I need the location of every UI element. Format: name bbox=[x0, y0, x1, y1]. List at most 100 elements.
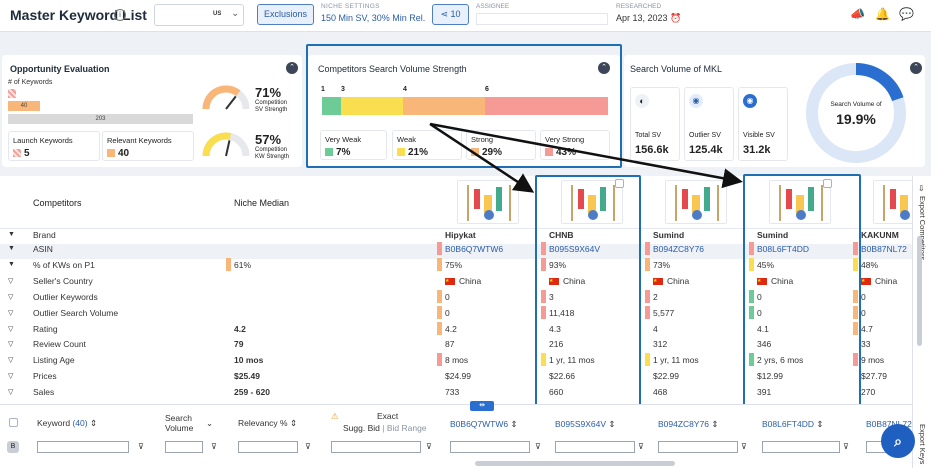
row-badge: B bbox=[7, 441, 19, 453]
chat-bot-button[interactable]: ⌕ bbox=[881, 424, 915, 458]
asin-column-header[interactable]: B08L6FT4DD ⇕ bbox=[762, 419, 824, 429]
relevant-keywords-label: Relevant Keywords bbox=[107, 136, 172, 145]
asin3-filter-input[interactable] bbox=[658, 441, 738, 453]
price-cell: $27.79 bbox=[861, 371, 887, 381]
asin1-filter-input[interactable] bbox=[450, 441, 530, 453]
brand-cell: CHNB bbox=[549, 230, 574, 240]
asin-cell[interactable]: B095S9X64V bbox=[549, 244, 601, 254]
p1-cell: 45% bbox=[757, 260, 775, 270]
launch-keywords-value: 5 bbox=[13, 148, 30, 159]
metric-indicator bbox=[541, 258, 546, 271]
rating-cell: 4.2 bbox=[445, 324, 457, 334]
product-image[interactable] bbox=[457, 180, 519, 224]
sales-cell: 391 bbox=[757, 387, 772, 397]
asin4-filter-input[interactable] bbox=[762, 441, 840, 453]
column-resize-handle[interactable]: ⇹ bbox=[470, 401, 494, 411]
outlier-sv-card: ◉ Outlier SV 125.4k bbox=[684, 87, 734, 161]
export-competitors-tab[interactable]: ⇩ Export Competitors bbox=[912, 176, 931, 404]
funnel-icon[interactable]: ⊽ bbox=[638, 442, 644, 451]
pin-icon[interactable]: ▼ bbox=[8, 261, 15, 268]
asin-cell[interactable]: B08L6FT4DD bbox=[757, 244, 809, 254]
p1-cell: 93% bbox=[549, 260, 567, 270]
asin-cell[interactable]: B0B87NL72 bbox=[861, 244, 907, 254]
donut-value: 19.9% bbox=[836, 111, 876, 127]
funnel-icon[interactable]: ⊽ bbox=[138, 442, 144, 451]
sugg-bid-header[interactable]: Sugg. Bid | Bid Range bbox=[343, 423, 427, 433]
funnel-icon[interactable]: ⊽ bbox=[535, 442, 541, 451]
striped-swatch bbox=[13, 149, 21, 158]
select-all-checkbox[interactable] bbox=[9, 418, 18, 427]
share-button[interactable]: ⋖ 10 bbox=[432, 4, 469, 25]
half-circle-icon: ◐ bbox=[635, 94, 649, 108]
pin-icon[interactable]: ▼ bbox=[8, 245, 15, 252]
funnel-icon[interactable]: ⊽ bbox=[741, 442, 747, 451]
pin-icon[interactable]: ▽ bbox=[8, 389, 14, 396]
exact-header: Exact bbox=[377, 411, 399, 421]
alarm-clock-icon[interactable]: ⏰ bbox=[670, 13, 682, 23]
sv-strength-gauge bbox=[202, 85, 250, 110]
country-cell: ★ China bbox=[757, 276, 794, 286]
median-value: 10 mos bbox=[234, 355, 264, 365]
search-volume-header[interactable]: Search Volume bbox=[165, 413, 194, 433]
megaphone-icon[interactable]: 📣 bbox=[850, 7, 865, 21]
metric-indicator bbox=[749, 353, 754, 366]
niche-settings-label: NICHE SETTINGS bbox=[321, 3, 380, 10]
product-image[interactable] bbox=[769, 180, 831, 224]
orange-swatch bbox=[107, 149, 115, 158]
product-checkbox[interactable] bbox=[615, 179, 624, 188]
asin2-filter-input[interactable] bbox=[555, 441, 635, 453]
funnel-icon[interactable]: ⊽ bbox=[426, 442, 432, 451]
asin-cell[interactable]: B094ZC8Y76 bbox=[653, 244, 705, 254]
market-select[interactable]: US ⌄ bbox=[154, 4, 244, 26]
funnel-icon[interactable]: ⊽ bbox=[211, 442, 217, 451]
pin-icon[interactable]: ▽ bbox=[8, 341, 14, 348]
median-value: 79 bbox=[234, 339, 244, 349]
asin-cell[interactable]: B0B6Q7WTW6 bbox=[445, 244, 504, 254]
product-checkbox[interactable] bbox=[823, 179, 832, 188]
horizontal-scrollbar[interactable] bbox=[475, 461, 675, 466]
search-volume-filter-input[interactable] bbox=[165, 441, 203, 453]
funnel-icon[interactable]: ⊽ bbox=[305, 442, 311, 451]
pin-icon[interactable]: ▽ bbox=[8, 294, 14, 301]
bell-icon[interactable]: 🔔 bbox=[875, 7, 890, 21]
niche-median-header: Niche Median bbox=[234, 198, 290, 208]
pin-icon[interactable]: ▽ bbox=[8, 373, 14, 380]
info-icon[interactable]: i bbox=[114, 9, 126, 21]
researched-date-text: Apr 13, 2023 bbox=[616, 13, 668, 23]
asin-column-header[interactable]: B094ZC8Y76 ⇕ bbox=[658, 419, 719, 429]
pin-icon[interactable]: ▽ bbox=[8, 326, 14, 333]
assignee-input[interactable] bbox=[476, 13, 608, 25]
asin-column-header[interactable]: B0B87NL72 bbox=[866, 419, 912, 429]
brand-cell: Hipykat bbox=[445, 230, 476, 240]
niche-settings-value[interactable]: 150 Min SV, 30% Min Rel. bbox=[321, 13, 426, 23]
collapse-css-icon[interactable]: ⌃ bbox=[598, 62, 610, 74]
relevancy-filter-input[interactable] bbox=[238, 441, 298, 453]
pin-icon[interactable]: ▽ bbox=[8, 278, 14, 285]
funnel-icon[interactable]: ⊽ bbox=[843, 442, 849, 451]
export-keys-tab[interactable]: Export Keys bbox=[912, 404, 931, 468]
row-label: Review Count bbox=[33, 339, 86, 349]
keyword-column-header[interactable]: Keyword (40) ⇕ bbox=[37, 418, 98, 428]
collapse-mkl-icon[interactable]: ⌃ bbox=[910, 62, 922, 74]
chat-icon[interactable]: 💬 bbox=[899, 7, 914, 21]
weak-label: Weak bbox=[397, 135, 417, 144]
bid-filter-input[interactable] bbox=[331, 441, 421, 453]
asin-column-header[interactable]: B095S9X64V ⇕ bbox=[555, 419, 616, 429]
relevancy-header[interactable]: Relevancy % ⇕ bbox=[238, 418, 298, 428]
product-image[interactable] bbox=[665, 180, 727, 224]
exclusions-button[interactable]: Exclusions bbox=[257, 4, 314, 25]
pin-icon[interactable]: ▽ bbox=[8, 310, 14, 317]
kw-strength-value: 57% bbox=[255, 132, 282, 147]
search-volume-chevron-icon[interactable]: ⌄ bbox=[206, 418, 214, 428]
pin-icon[interactable]: ▽ bbox=[8, 357, 14, 364]
keyword-filter-input[interactable] bbox=[37, 441, 129, 453]
collapse-opportunity-icon[interactable]: ⌃ bbox=[286, 62, 298, 74]
metric-indicator bbox=[749, 290, 754, 303]
vertical-scrollbar[interactable] bbox=[917, 236, 922, 346]
metric-indicator bbox=[541, 353, 546, 366]
row-label: Rating bbox=[33, 324, 58, 334]
pin-icon[interactable]: ▼ bbox=[8, 231, 15, 238]
asin-column-header[interactable]: B0B6Q7WTW6 ⇕ bbox=[450, 419, 518, 429]
product-image[interactable] bbox=[561, 180, 623, 224]
